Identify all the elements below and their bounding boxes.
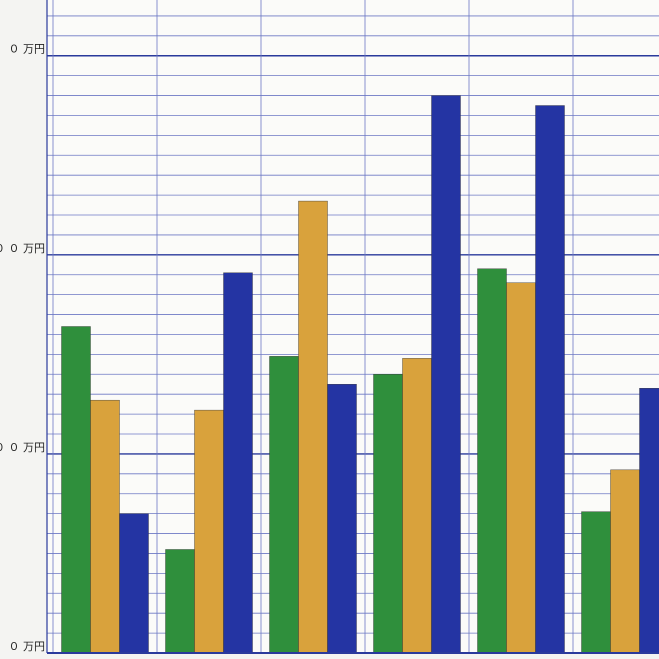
- bar: [477, 268, 507, 654]
- bar: [535, 105, 565, 654]
- bar: [610, 469, 640, 654]
- bar: [402, 358, 432, 654]
- bar: [639, 388, 659, 654]
- bar: [298, 200, 328, 654]
- bar: [90, 399, 120, 654]
- bar: [431, 95, 461, 654]
- bar: [119, 513, 149, 654]
- bar: [506, 282, 536, 654]
- bar: [581, 511, 611, 654]
- bar: [165, 549, 195, 654]
- bar: [373, 374, 403, 654]
- y-tick-label: ０ 万円: [9, 43, 46, 56]
- bar: [269, 356, 299, 654]
- bar: [223, 272, 253, 654]
- y-tick-label: ０ 万円: [9, 640, 46, 653]
- y-tick-label: ０ ０ 万円: [0, 441, 45, 454]
- bar: [194, 409, 224, 654]
- y-tick-label: ０ ０ 万円: [0, 242, 45, 255]
- bar: [327, 384, 357, 654]
- bar: [61, 326, 91, 654]
